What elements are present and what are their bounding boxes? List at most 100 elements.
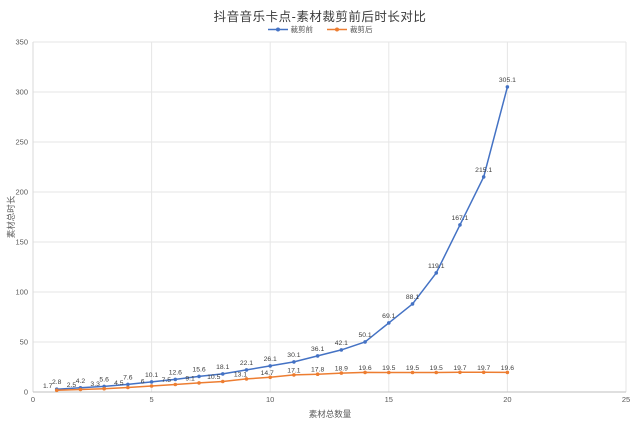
y-tick-label: 250 (15, 138, 28, 147)
data-point (197, 381, 201, 385)
data-label: 50.1 (358, 332, 371, 339)
data-point (220, 372, 225, 376)
data-point (54, 388, 59, 393)
data-label: 4.5 (114, 380, 124, 387)
data-labels-after: 1.7 2.5 3.3 4.5 6 7.5 9.1 10.5 13.1 14.7 17.1 17.8 1… (43, 365, 514, 390)
data-point (126, 385, 130, 390)
x-tick-label: 25 (622, 395, 630, 404)
data-point (315, 372, 320, 377)
series-before (54, 85, 510, 392)
data-point (387, 321, 391, 325)
series-after (54, 370, 510, 393)
x-tick-label: 20 (503, 395, 511, 404)
data-label: 6 (141, 379, 145, 386)
data-label: 19.6 (358, 365, 371, 372)
data-label: 19.5 (430, 365, 443, 372)
data-label: 13.1 (234, 371, 247, 378)
x-tick-label: 15 (385, 395, 393, 404)
data-label: 167.1 (451, 215, 468, 222)
data-label: 7.5 (162, 377, 172, 384)
y-tick-label: 350 (15, 38, 28, 47)
data-label: 69.1 (382, 313, 395, 320)
data-label: 18.9 (335, 366, 348, 373)
data-point (505, 370, 510, 375)
data-label: 2.5 (67, 382, 77, 389)
data-point (434, 370, 439, 375)
data-label: 119.1 (428, 263, 445, 270)
data-label: 30.1 (287, 352, 300, 359)
data-label: 3.3 (90, 381, 100, 388)
chart-title: 抖音音乐卡点-素材裁剪前后时长对比 (213, 10, 427, 24)
data-label: 15.6 (192, 366, 205, 373)
y-axis-tick-labels: 0 50 100 150 200 250 300 350 (15, 38, 28, 397)
data-label: 36.1 (311, 346, 324, 353)
data-point (481, 370, 486, 375)
data-label: 19.5 (406, 365, 419, 372)
data-point (268, 375, 273, 380)
data-point (339, 348, 344, 352)
data-point (458, 223, 462, 227)
data-point (149, 384, 154, 388)
legend-item-after: 裁剪后 (327, 24, 373, 35)
data-label: 19.7 (453, 365, 466, 372)
data-point (102, 386, 106, 391)
data-point (173, 377, 178, 382)
data-label: 18.1 (216, 364, 229, 371)
data-point (339, 371, 344, 375)
chart-legend: 裁剪前 裁剪后 (0, 24, 640, 35)
data-label: 42.1 (335, 340, 348, 347)
legend-item-before: 裁剪前 (267, 24, 314, 35)
legend-marker-before-icon (267, 27, 288, 32)
data-point (292, 360, 296, 364)
x-axis-title: 素材总数量 (308, 409, 352, 419)
data-point (244, 368, 249, 372)
data-point (387, 370, 391, 375)
data-point (292, 373, 296, 377)
data-label: 19.7 (477, 365, 490, 372)
data-point (505, 85, 510, 89)
data-point (244, 377, 249, 381)
data-point (410, 302, 415, 306)
data-label: 215.1 (475, 167, 492, 174)
y-tick-label: 200 (15, 188, 28, 197)
data-label: 9.1 (185, 375, 195, 382)
legend-label-before: 裁剪前 (290, 25, 314, 34)
data-label: 17.1 (287, 367, 300, 374)
legend-label-after: 裁剪后 (350, 25, 373, 34)
data-label: 88.1 (406, 294, 419, 301)
legend-marker-after-icon (327, 27, 347, 32)
data-point (458, 370, 462, 375)
x-tick-label: 0 (31, 395, 35, 404)
data-point (220, 379, 225, 384)
data-label: 7.6 (123, 374, 133, 381)
data-label: 26.1 (264, 356, 277, 363)
data-point (363, 340, 367, 344)
x-tick-label: 10 (266, 395, 274, 404)
series-line (56, 371, 508, 392)
data-label: 2.8 (52, 379, 62, 386)
data-point (78, 387, 83, 392)
data-point (149, 380, 154, 384)
data-label: 17.8 (311, 367, 324, 374)
data-point (363, 370, 367, 375)
data-label: 19.6 (501, 365, 514, 372)
data-label: 1.7 (43, 383, 53, 390)
y-tick-label: 300 (15, 88, 28, 97)
y-tick-label: 50 (20, 338, 28, 347)
data-label: 19.5 (382, 365, 395, 372)
data-point (410, 370, 415, 375)
data-label: 305.1 (499, 77, 516, 84)
y-tick-label: 0 (24, 388, 28, 397)
data-point (434, 271, 439, 275)
data-label: 14.7 (261, 370, 274, 377)
y-tick-label: 100 (15, 288, 28, 297)
data-labels-before: 2.8 4.2 5.6 7.6 10.1 12.6 15.6 18.1 22.1 26.1 30.1… (52, 77, 516, 386)
data-point (197, 374, 201, 379)
data-label: 10.1 (145, 372, 158, 379)
y-tick-label: 150 (15, 238, 28, 247)
y-axis-title: 素材总时长 (6, 195, 16, 239)
x-tick-label: 5 (150, 395, 154, 404)
x-axis-tick-labels: 0 5 10 15 20 25 (31, 395, 630, 404)
series-line (56, 86, 509, 390)
